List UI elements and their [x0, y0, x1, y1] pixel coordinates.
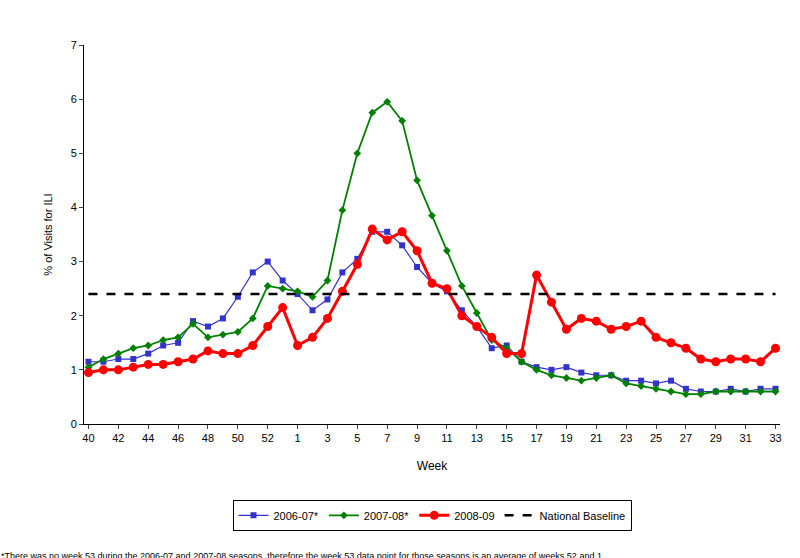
svg-text:6: 6 — [71, 93, 77, 105]
svg-text:2007-08*: 2007-08* — [364, 510, 409, 522]
svg-text:52: 52 — [262, 432, 274, 444]
svg-text:11: 11 — [441, 432, 452, 444]
svg-text:46: 46 — [172, 432, 184, 444]
svg-text:29: 29 — [710, 432, 722, 444]
svg-text:9: 9 — [414, 432, 420, 444]
svg-text:27: 27 — [680, 432, 692, 444]
svg-text:50: 50 — [232, 432, 244, 444]
svg-text:40: 40 — [82, 432, 94, 444]
svg-text:48: 48 — [202, 432, 214, 444]
svg-text:31: 31 — [740, 432, 752, 444]
svg-text:7: 7 — [71, 39, 77, 51]
svg-text:23: 23 — [620, 432, 632, 444]
svg-text:1: 1 — [295, 432, 301, 444]
svg-text:42: 42 — [112, 432, 124, 444]
svg-text:2006-07*: 2006-07* — [274, 510, 319, 522]
svg-text:2008-09: 2008-09 — [454, 510, 494, 522]
svg-text:*There was no week 53 during t: *There was no week 53 during the 2006-07… — [1, 551, 604, 558]
svg-text:17: 17 — [530, 432, 542, 444]
svg-text:44: 44 — [142, 432, 154, 444]
svg-text:4: 4 — [71, 201, 77, 213]
svg-text:% of Visits for ILI: % of Visits for ILI — [42, 193, 54, 275]
svg-text:3: 3 — [324, 432, 330, 444]
svg-text:25: 25 — [650, 432, 662, 444]
svg-text:2: 2 — [71, 310, 77, 322]
svg-text:3: 3 — [71, 255, 77, 267]
svg-text:0: 0 — [71, 418, 77, 430]
svg-text:33: 33 — [769, 432, 781, 444]
svg-text:Week: Week — [417, 459, 448, 473]
svg-text:1: 1 — [71, 364, 77, 376]
svg-text:5: 5 — [354, 432, 360, 444]
svg-text:19: 19 — [560, 432, 572, 444]
svg-text:15: 15 — [501, 432, 513, 444]
svg-text:21: 21 — [590, 432, 602, 444]
svg-text:5: 5 — [71, 147, 77, 159]
svg-text:13: 13 — [471, 432, 483, 444]
svg-text:National Baseline: National Baseline — [540, 510, 626, 522]
svg-text:7: 7 — [384, 432, 390, 444]
